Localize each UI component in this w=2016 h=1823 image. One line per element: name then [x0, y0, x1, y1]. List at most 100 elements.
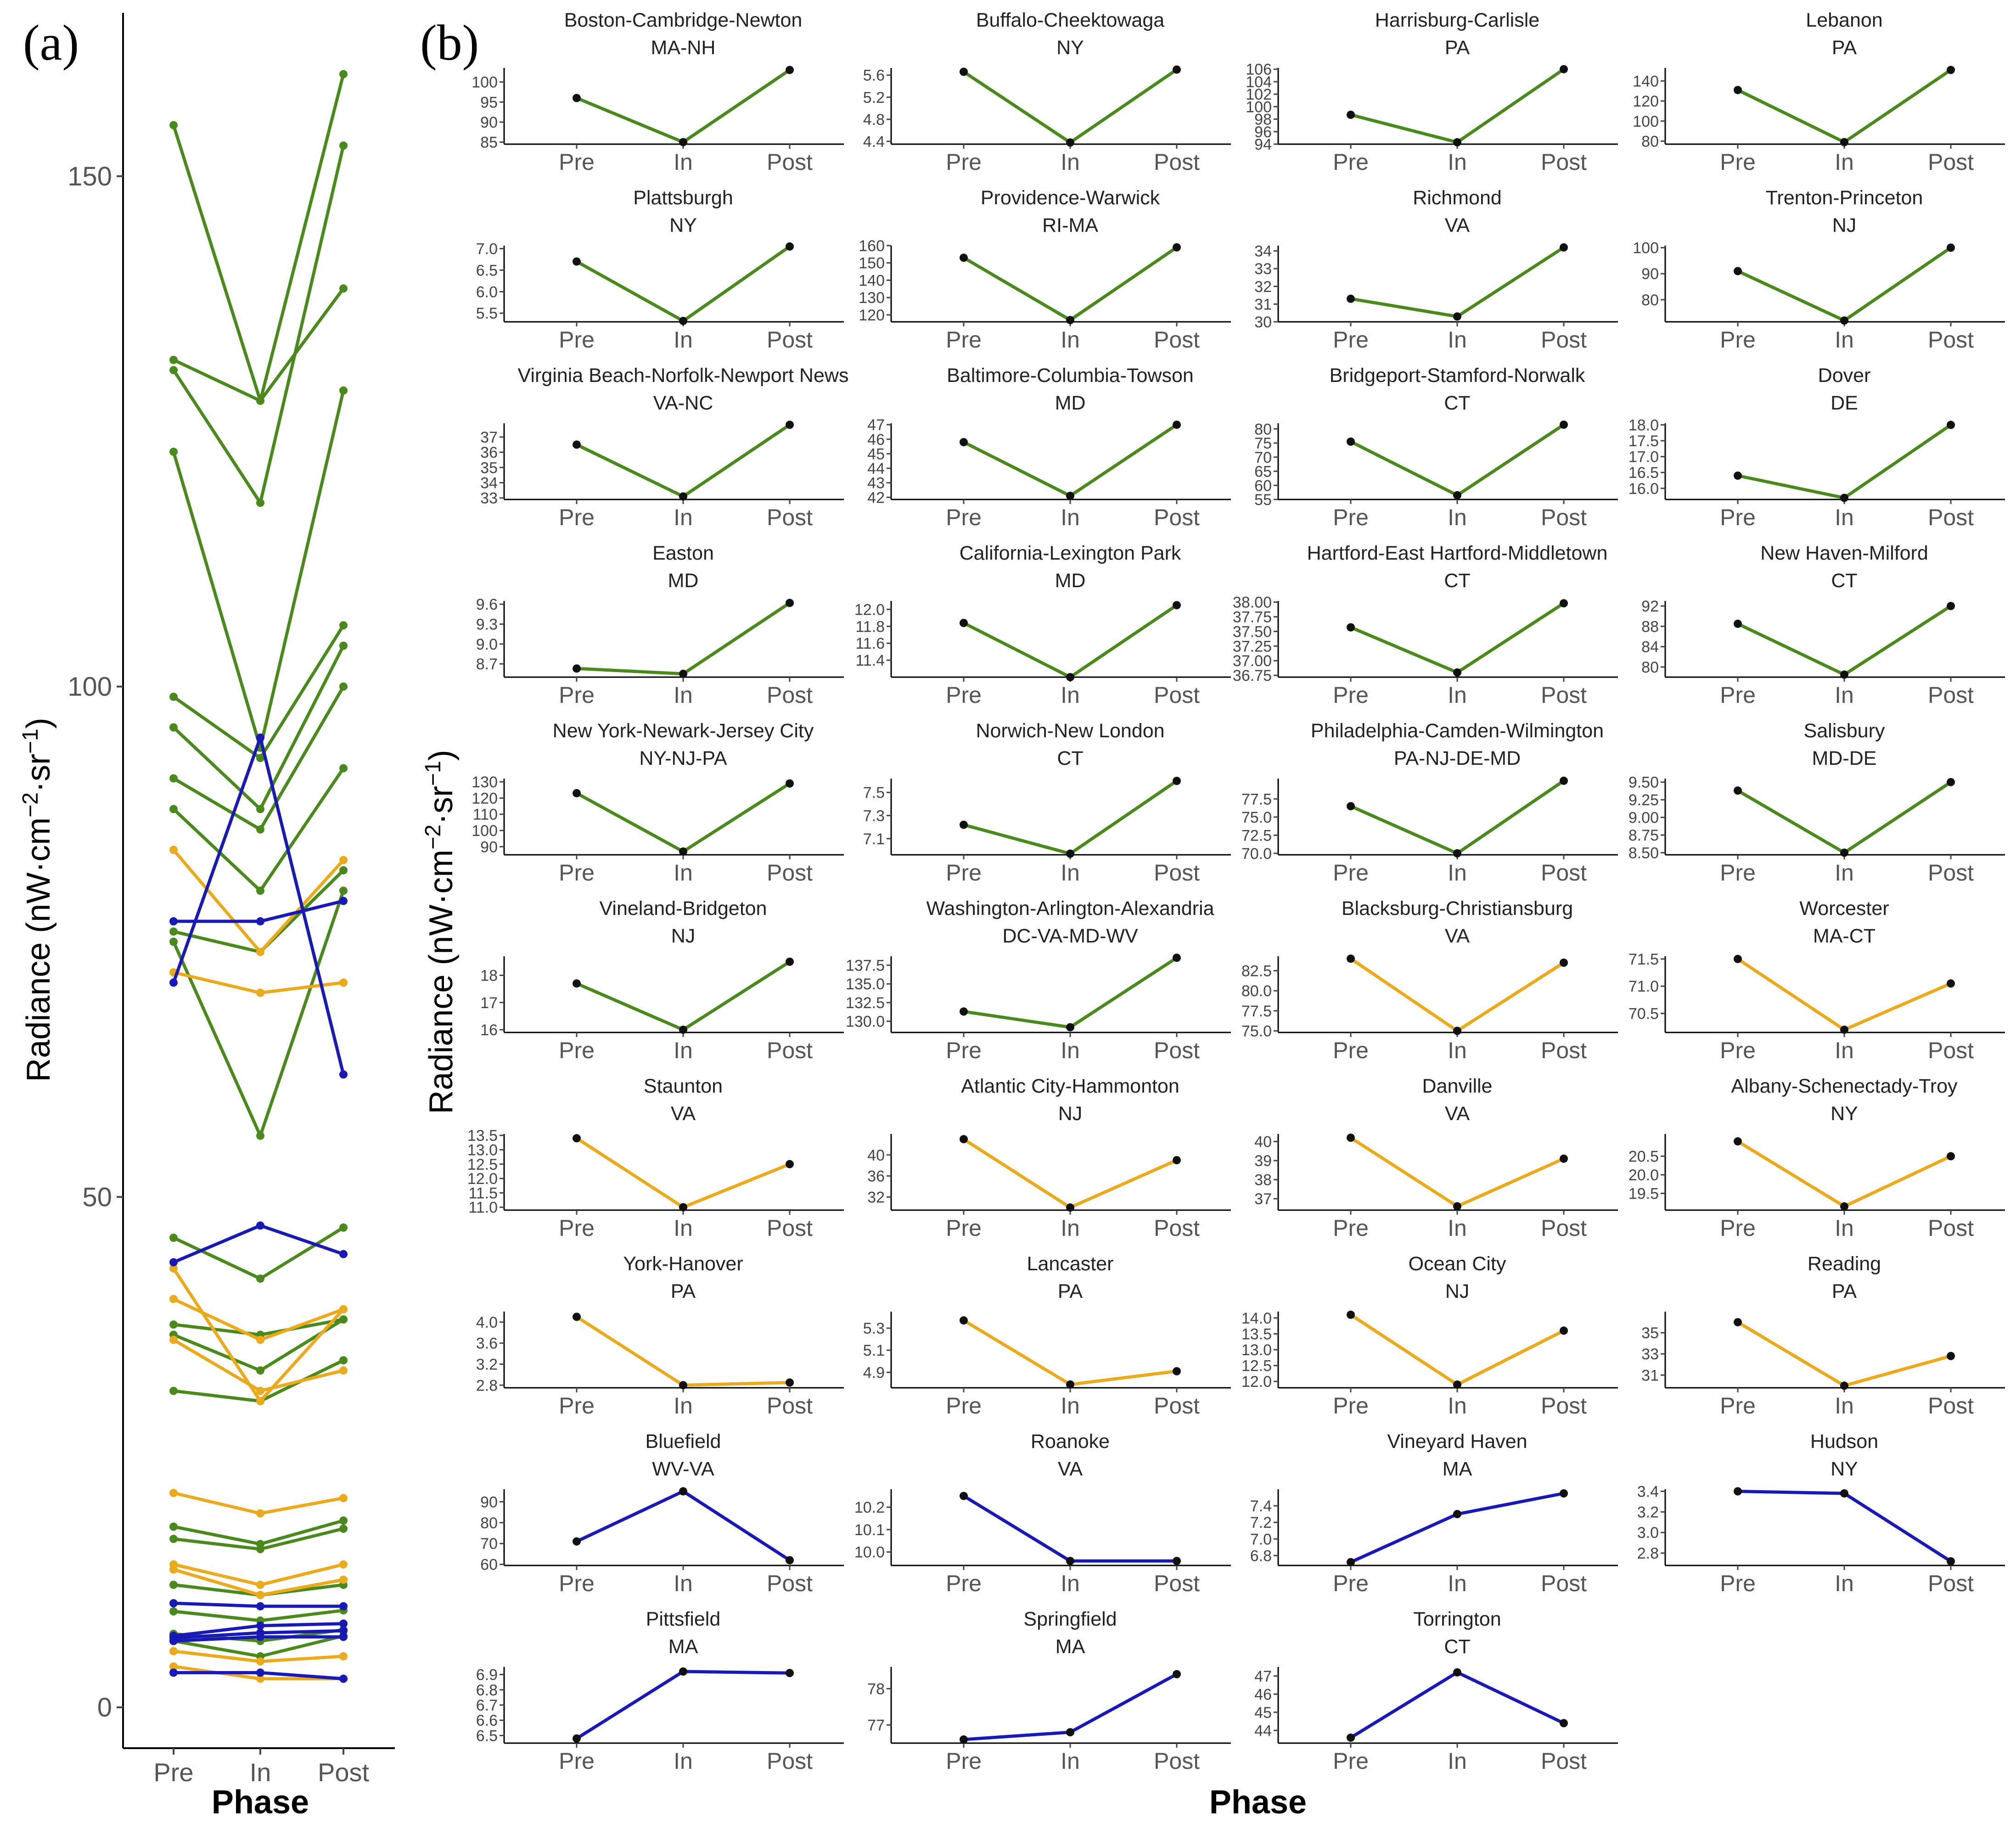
subplot-title: Buffalo-Cheektowaga: [976, 9, 1164, 31]
subplot-y-tick-label: 6.0: [476, 283, 498, 301]
subplot-data-point: [1453, 1026, 1461, 1035]
subplot-y-tick-label: 94: [1254, 136, 1272, 153]
subplot-x-tick-label: Pre: [946, 327, 982, 353]
subplot-series-line: [1737, 1321, 1951, 1387]
subplot-y-tick-label: 33: [1254, 260, 1272, 278]
subplot-data-point: [960, 619, 968, 627]
subplot-title: California-Lexington Park: [960, 542, 1181, 564]
subplot-data-point: [1840, 138, 1848, 146]
subplot-data-point: [1066, 138, 1074, 147]
subplot-data-point: [1066, 1728, 1074, 1737]
subplot-worcester: Worcester MA-CT 70.5 71.0 71.5 Pre In Post: [1629, 897, 2005, 1063]
subplot-vineland-bridgeton: Vineland-Bridgeton NJ 16 17 18 Pre In Post: [480, 897, 844, 1063]
subplot-data-point: [1453, 138, 1461, 146]
subplot-y-tick-label: 13.5: [467, 1127, 498, 1144]
subplot-title: Danville: [1422, 1075, 1493, 1097]
subplot-x-tick-label: In: [1061, 149, 1080, 175]
subplot-y-tick-label: 7.4: [1250, 1498, 1272, 1515]
subplot-y-tick-label: 77.5: [1241, 791, 1272, 808]
panel-a-point-green: [339, 1516, 348, 1525]
panel-a-point-blue: [256, 1221, 264, 1230]
panel-a-point-green: [339, 764, 348, 773]
subplot-subtitle: MD-DE: [1812, 747, 1877, 769]
subplot-y-tick-label: 44: [1254, 1722, 1272, 1739]
subplot-x-tick-label: Pre: [946, 149, 982, 175]
subplot-series-line: [963, 956, 1178, 1029]
subplot-y-tick-label: 11.0: [468, 1199, 498, 1217]
subplot-y-tick-label: 6.5: [476, 1727, 498, 1744]
subplot-y-tick-label: 6.6: [476, 1712, 498, 1729]
panel-a-y-axis-title: Radiance (nW·cm−2·sr−1): [18, 718, 57, 1082]
subplot-title: Pittsfield: [646, 1608, 721, 1630]
subplot-x-tick-label: In: [674, 327, 693, 353]
subplot-x-tick-label: Pre: [1720, 860, 1756, 886]
subplot-atlantic-city-hammonton: Atlantic City-Hammonton NJ 32 36 40 Pre In Post: [867, 1075, 1231, 1241]
subplot-y-tick-label: 32: [1254, 278, 1272, 296]
panel-a-point-blue: [256, 1632, 264, 1641]
panel-a-point-orange: [256, 1591, 264, 1599]
subplot-x-tick-label: Post: [767, 149, 813, 175]
subplot-y-tick-label: 88: [1641, 618, 1659, 635]
subplot-y-tick-label: 20.5: [1629, 1148, 1659, 1166]
subplot-y-tick-label: 90: [1641, 265, 1659, 283]
subplot-y-tick-label: 5.2: [863, 89, 885, 107]
subplot-subtitle: MA: [1056, 1636, 1085, 1658]
subplot-data-point: [1947, 979, 1955, 988]
subplot-y-tick-label: 3.0: [1637, 1524, 1659, 1542]
panel-b-y-axis-title: Radiance (nW·cm−2·sr−1): [421, 750, 460, 1114]
subplot-dover: Dover DE 16.016.517.017.518.0 Pre In Post: [1629, 365, 2005, 530]
panel-a-point-blue: [339, 1250, 348, 1258]
subplot-y-tick-label: 137.5: [846, 957, 885, 975]
subplot-series-line: [576, 1315, 790, 1387]
subplot-subtitle: CT: [1444, 570, 1470, 592]
subplot-y-tick-label: 4.0: [476, 1314, 498, 1331]
subplot-y-tick-label: 70.0: [1241, 845, 1272, 863]
subplot-x-tick-label: Pre: [1333, 505, 1369, 530]
subplot-y-tick-label: 84: [1641, 639, 1659, 656]
subplot-y-tick-label: 130: [859, 289, 885, 307]
subplot-data-point: [1173, 65, 1181, 74]
subplot-x-tick-label: Pre: [1720, 149, 1756, 175]
subplot-x-tick-label: In: [1448, 327, 1467, 353]
subplot-y-tick-label: 16: [480, 1021, 498, 1039]
subplot-data-point: [1347, 1133, 1355, 1142]
subplot-data-point: [1066, 1203, 1074, 1212]
subplot-x-tick-label: In: [1448, 1748, 1467, 1774]
subplot-data-point: [1453, 668, 1461, 677]
subplot-data-point: [1347, 802, 1355, 811]
subplot-y-tick-label: 95: [480, 94, 498, 111]
subplot-x-tick-label: In: [1448, 1571, 1467, 1596]
subplot-data-point: [1560, 959, 1568, 967]
panel-a-point-orange: [256, 1581, 264, 1589]
panel-a-point-green: [339, 141, 348, 150]
subplot-y-tick-label: 36: [867, 1168, 885, 1185]
subplot-y-tick-label: 75.0: [1241, 809, 1272, 826]
subplot-data-point: [1734, 1318, 1742, 1327]
subplot-y-tick-label: 75.0: [1241, 1023, 1272, 1040]
panel-a-x-tick-label: Post: [318, 1758, 369, 1787]
panel-a-point-green: [256, 805, 264, 813]
subplot-title: Atlantic City-Hammonton: [961, 1075, 1179, 1097]
subplot-y-tick-label: 11.8: [855, 618, 885, 635]
subplot-x-tick-label: Post: [767, 1215, 813, 1241]
subplot-series-line: [576, 245, 791, 323]
subplot-data-point: [786, 66, 794, 74]
subplot-series-line: [963, 1138, 1178, 1209]
subplot-data-point: [1734, 267, 1742, 275]
subplot-y-tick-label: 45: [867, 445, 885, 463]
subplot-x-tick-label: In: [1061, 1038, 1080, 1063]
subplot-data-point: [679, 669, 687, 678]
subplot-x-tick-label: Post: [1928, 1215, 1974, 1241]
subplot-data-point: [1173, 1156, 1181, 1165]
subplot-data-point: [1947, 778, 1955, 786]
subplot-subtitle: PA-NJ-DE-MD: [1394, 747, 1521, 769]
subplot-subtitle: DE: [1831, 392, 1858, 414]
subplot-x-tick-label: In: [674, 860, 693, 886]
subplot-data-point: [960, 438, 968, 447]
panel-a-point-green: [339, 1223, 348, 1232]
subplot-x-tick-label: Post: [1541, 682, 1587, 708]
subplot-ocean-city: Ocean City NJ 12.012.513.013.514.0 Pre In Pos…: [1241, 1253, 1618, 1419]
subplot-y-tick-label: 80: [1641, 133, 1659, 150]
